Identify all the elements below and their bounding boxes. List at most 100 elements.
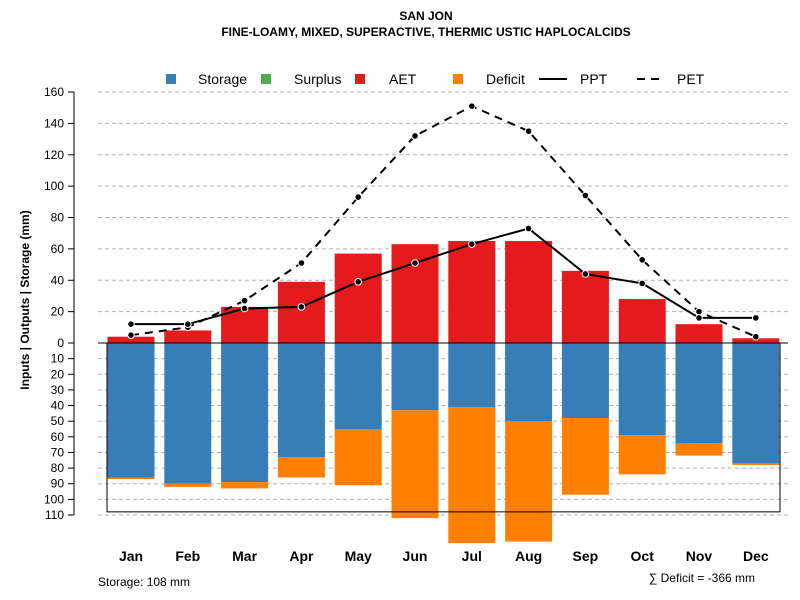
y-tick-label: 140 [44,116,64,130]
y-tick-label: 90 [51,477,65,491]
legend-swatch-storage [166,74,176,84]
y-tick-label: 60 [51,430,65,444]
pet-point [524,127,533,136]
deficit-bar [561,418,609,495]
deficit-bar [505,421,553,542]
pet-point [752,332,760,341]
deficit-bar [334,429,382,486]
ppt-point [411,259,419,267]
month-label-dec: Dec [743,548,769,564]
legend-label-deficit: Deficit [486,71,525,87]
storage-footer: Storage: 108 mm [98,575,190,589]
storage-bar [107,343,155,478]
y-tick-label: 20 [51,305,65,319]
pet-point [127,331,135,339]
storage-bar [675,343,723,444]
y-tick-label: 100 [44,492,64,506]
bars [107,241,780,544]
y-tick-label: 30 [51,383,65,397]
ppt-point [638,279,647,288]
aet-bar [448,241,496,343]
aet-bar [732,338,780,343]
deficit-bar [107,477,155,480]
ppt-point [354,278,363,286]
aet-bar [277,281,325,343]
legend-label-ppt: PPT [580,71,608,87]
month-label-jun: Jun [403,548,428,564]
y-tick-label: 110 [45,508,64,522]
deficit-bar [732,463,780,465]
deficit-bar [391,410,439,519]
aet-bar [505,241,553,343]
legend-swatch-surplus [261,74,271,84]
y-tick-label: 0 [57,336,64,350]
storage-bar [732,343,780,464]
storage-bar [221,343,269,483]
y-tick-label: 20 [51,367,65,381]
y-tick-label: 80 [51,211,65,225]
month-label-jan: Jan [119,548,143,564]
storage-bar [391,343,439,411]
storage-bar [334,343,382,429]
storage-bar [505,343,553,422]
deficit-bar [221,482,269,489]
plot-frame [98,342,788,513]
deficit-bar [675,443,723,456]
deficit-bar [277,457,325,478]
storage-bar [561,343,609,419]
pet-point [581,191,590,200]
y-axis-label: Inputs | Outputs | Storage (mm) [18,210,32,389]
month-label-jul: Jul [462,548,482,564]
y-axis: 0204060801001201401601020304050607080901… [44,85,75,522]
ppt-point [468,240,476,248]
month-label-oct: Oct [631,548,655,564]
storage-bar [164,343,212,484]
ppt-point [297,303,306,311]
chart-title: SAN JON [399,9,452,23]
y-tick-label: 100 [44,179,64,193]
y-tick-label: 50 [51,414,65,428]
gridlines [98,91,788,516]
month-label-sep: Sep [573,548,599,564]
legend-swatch-deficit [453,74,463,84]
aet-bar [107,336,155,343]
month-label-mar: Mar [232,548,257,564]
y-tick-label: 40 [51,399,65,413]
legend-label-aet: AET [389,71,417,87]
storage-bar [618,343,666,436]
aet-bar [561,270,609,343]
ppt-point [127,320,135,328]
y-tick-label: 80 [51,461,65,475]
legend-label-pet: PET [677,71,705,87]
pet-point [240,296,249,305]
ppt-point [240,304,249,313]
y-tick-label: 40 [51,273,65,287]
series-lines [127,102,760,341]
deficit-bar [164,483,212,487]
aet-bar [675,324,723,343]
month-label-nov: Nov [686,548,713,564]
y-tick-label: 60 [51,242,65,256]
pet-point [695,307,703,316]
ppt-line [131,227,756,326]
y-tick-label: 10 [51,352,65,366]
y-tick-label: 70 [51,445,65,459]
ppt-point [752,314,760,322]
pet-point [411,132,419,140]
aet-bar [618,299,666,343]
legend-swatch-aet [355,74,365,84]
pet-point [468,102,476,110]
month-label-feb: Feb [175,548,200,564]
pet-point [297,259,306,267]
y-tick-label: 120 [44,148,64,162]
aet-bar [164,330,212,343]
storage-bar [277,343,325,458]
pet-point [638,256,647,264]
chart-subtitle: FINE-LOAMY, MIXED, SUPERACTIVE, THERMIC … [221,25,630,39]
ppt-point [524,224,533,233]
storage-bar [448,343,496,408]
y-tick-label: 160 [44,85,64,99]
legend-label-storage: Storage [198,71,247,87]
x-axis: Jan Feb Mar Apr May Jun Jul Aug Sep Oct Nov Dec [119,548,769,564]
